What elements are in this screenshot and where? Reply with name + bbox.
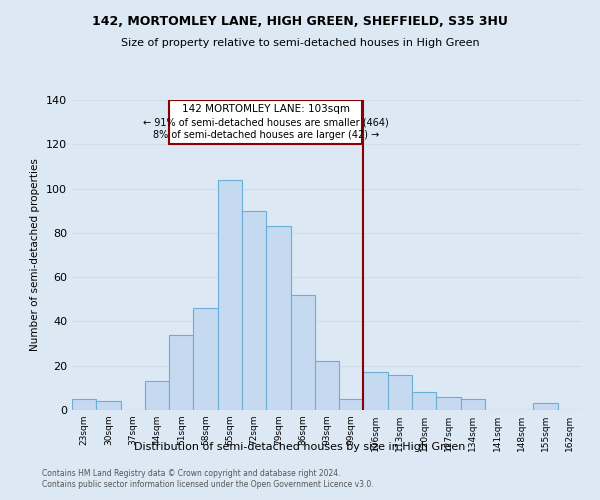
Text: Distribution of semi-detached houses by size in High Green: Distribution of semi-detached houses by … [134,442,466,452]
Text: ← 91% of semi-detached houses are smaller (464): ← 91% of semi-detached houses are smalle… [143,117,389,127]
Text: Contains public sector information licensed under the Open Government Licence v3: Contains public sector information licen… [42,480,374,489]
Bar [193,308,218,410]
Text: 8% of semi-detached houses are larger (42) →: 8% of semi-detached houses are larger (4… [152,130,379,140]
Bar [218,180,242,410]
FancyBboxPatch shape [169,100,362,144]
Bar [290,295,315,410]
Y-axis label: Number of semi-detached properties: Number of semi-detached properties [31,158,40,352]
Bar [96,401,121,410]
Bar [533,404,558,410]
Bar [145,381,169,410]
Bar [169,334,193,410]
Bar [72,399,96,410]
Bar [339,399,364,410]
Bar [315,362,339,410]
Bar [242,210,266,410]
Bar [412,392,436,410]
Bar [364,372,388,410]
Text: Contains HM Land Registry data © Crown copyright and database right 2024.: Contains HM Land Registry data © Crown c… [42,468,341,477]
Text: 142, MORTOMLEY LANE, HIGH GREEN, SHEFFIELD, S35 3HU: 142, MORTOMLEY LANE, HIGH GREEN, SHEFFIE… [92,15,508,28]
Bar [436,396,461,410]
Bar [388,374,412,410]
Bar [461,399,485,410]
Bar [266,226,290,410]
Text: 142 MORTOMLEY LANE: 103sqm: 142 MORTOMLEY LANE: 103sqm [182,104,350,114]
Text: Size of property relative to semi-detached houses in High Green: Size of property relative to semi-detach… [121,38,479,48]
